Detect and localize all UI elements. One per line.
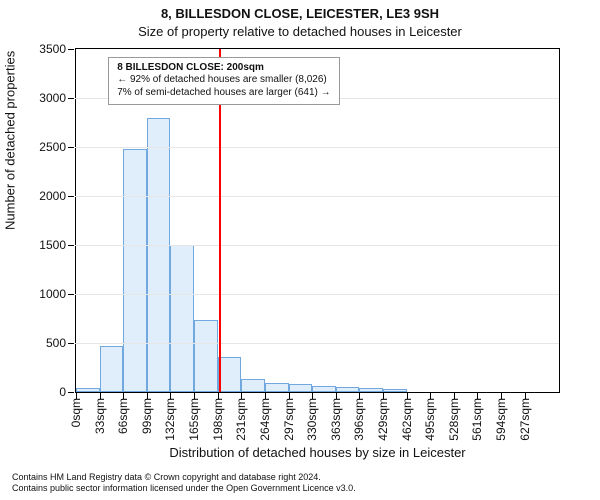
x-tick-label: 264sqm xyxy=(258,392,272,441)
x-tick-label: 363sqm xyxy=(329,392,343,441)
x-tick-label: 396sqm xyxy=(352,392,366,441)
y-tick-label: 2500 xyxy=(39,140,66,154)
x-tick-label: 594sqm xyxy=(494,392,508,441)
footer-attribution: Contains HM Land Registry data © Crown c… xyxy=(12,472,356,495)
x-axis-label: Distribution of detached houses by size … xyxy=(75,445,560,460)
y-tick-label: 1500 xyxy=(39,238,66,252)
callout-line-2: 7% of semi-detached houses are larger (6… xyxy=(117,87,330,100)
y-tick xyxy=(68,294,74,295)
x-tick-label: 330sqm xyxy=(305,392,319,441)
x-tick-label: 198sqm xyxy=(211,392,225,441)
x-tick-label: 231sqm xyxy=(234,392,248,441)
y-tick-label: 500 xyxy=(46,336,66,350)
x-tick-label: 462sqm xyxy=(400,392,414,441)
y-axis-label: Number of detached properties xyxy=(3,51,18,230)
y-tick xyxy=(68,49,74,50)
chart-page: 8, BILLESDON CLOSE, LEICESTER, LE3 9SH S… xyxy=(0,0,600,500)
page-subtitle: Size of property relative to detached ho… xyxy=(0,24,600,39)
histogram-bar xyxy=(241,379,265,392)
x-tick-label: 66sqm xyxy=(116,392,130,434)
y-tick xyxy=(68,245,74,246)
y-tick xyxy=(68,196,74,197)
callout-header: 8 BILLESDON CLOSE: 200sqm xyxy=(117,62,330,75)
x-tick-label: 297sqm xyxy=(282,392,296,441)
x-tick-label: 99sqm xyxy=(140,392,154,434)
callout-line-1: ← 92% of detached houses are smaller (8,… xyxy=(117,74,330,87)
x-tick-label: 561sqm xyxy=(470,392,484,441)
footer-line-1: Contains HM Land Registry data © Crown c… xyxy=(12,472,356,483)
histogram-bar xyxy=(170,245,194,392)
histogram-bar xyxy=(265,383,289,392)
x-tick-label: 132sqm xyxy=(163,392,177,441)
x-tick-label: 528sqm xyxy=(447,392,461,441)
x-tick-label: 429sqm xyxy=(376,392,390,441)
x-tick-label: 0sqm xyxy=(69,392,83,427)
y-tick xyxy=(68,147,74,148)
y-tick-label: 3500 xyxy=(39,42,66,56)
histogram-bar xyxy=(123,149,147,392)
histogram-bar xyxy=(289,384,313,392)
y-tick xyxy=(68,343,74,344)
x-tick-label: 627sqm xyxy=(518,392,532,441)
footer-line-2: Contains public sector information licen… xyxy=(12,483,356,494)
plot-area: 05001000150020002500300035000sqm33sqm66s… xyxy=(75,48,560,393)
page-title: 8, BILLESDON CLOSE, LEICESTER, LE3 9SH xyxy=(0,6,600,21)
callout-box: 8 BILLESDON CLOSE: 200sqm← 92% of detach… xyxy=(108,57,339,106)
histogram-bar xyxy=(147,118,171,392)
y-tick-label: 1000 xyxy=(39,287,66,301)
histogram-bar xyxy=(100,346,124,392)
y-tick-label: 3000 xyxy=(39,91,66,105)
y-tick-label: 0 xyxy=(59,385,66,399)
x-tick-label: 33sqm xyxy=(93,392,107,434)
y-tick xyxy=(68,98,74,99)
histogram-bar xyxy=(194,320,218,392)
x-tick-label: 165sqm xyxy=(187,392,201,441)
x-tick-label: 495sqm xyxy=(423,392,437,441)
y-tick-label: 2000 xyxy=(39,189,66,203)
histogram-bar xyxy=(218,357,242,392)
